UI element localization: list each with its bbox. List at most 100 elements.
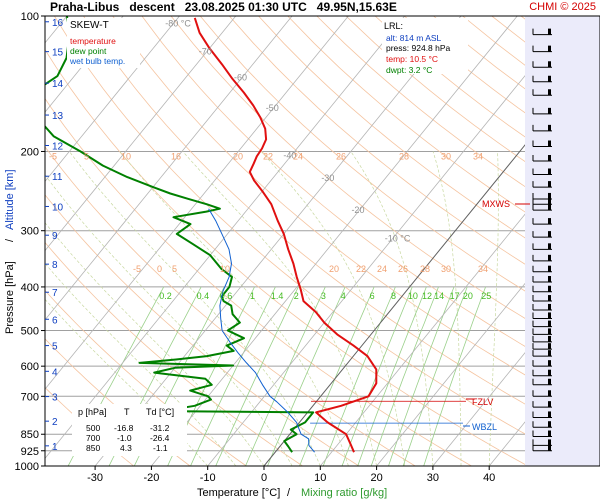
table-cell: 700 xyxy=(86,433,100,443)
isotherm-line xyxy=(263,144,525,466)
altitude-tick-label: 7 xyxy=(52,288,58,299)
dry-adiabat-label: 0 xyxy=(157,264,162,274)
data-table-box xyxy=(72,404,187,456)
wind-barb xyxy=(548,275,551,282)
wet-bulb-line xyxy=(208,208,315,453)
altitude-tick-label: 12 xyxy=(52,142,64,153)
wind-barb xyxy=(548,140,551,147)
legend-item-wet-bulb: wet bulb temp. xyxy=(69,56,125,66)
altitude-tick-label: 13 xyxy=(52,111,64,122)
wind-barbs xyxy=(532,16,552,452)
altitude-tick-label: 1 xyxy=(52,442,58,453)
table-cell: -1.0 xyxy=(117,433,132,443)
mixing-ratio-line xyxy=(357,286,427,466)
chart-labels: -80 °C-70-60-50-40-30-20-10 °C0.2 0.4 0.6 1… xyxy=(49,19,491,301)
dry-adiabat-label: 22 xyxy=(356,264,366,274)
mixing-ratio-label: 25 xyxy=(481,291,491,301)
wind-barb xyxy=(548,243,551,250)
dry-adiabat-line xyxy=(258,16,525,239)
dry-adiabat-label: 24 xyxy=(293,151,303,161)
x-axis-separator: / xyxy=(287,487,291,499)
mixing-ratio-line xyxy=(423,286,486,466)
altitude-tick-label: 11 xyxy=(52,172,63,183)
wind-barb xyxy=(548,444,551,451)
dry-adiabat-label: 30 xyxy=(441,151,451,161)
chart-series xyxy=(45,16,378,453)
dry-adiabat-label: 28 xyxy=(399,151,409,161)
dry-adiabat-line xyxy=(45,289,247,466)
wind-panel-background xyxy=(525,16,600,466)
wind-barb xyxy=(548,192,551,199)
moist-adiabat-line xyxy=(261,151,406,466)
isotherm-label: -60 xyxy=(234,73,247,83)
mixing-ratio-line xyxy=(299,286,375,466)
dry-adiabat-line xyxy=(112,16,525,376)
altitude-tick-label: 2 xyxy=(52,417,58,428)
wind-barb xyxy=(548,107,551,114)
y-tick-label: 600 xyxy=(21,361,39,373)
isotherm-line xyxy=(45,16,293,321)
wind-barb xyxy=(548,312,551,319)
isotherm-line xyxy=(376,282,525,466)
table-cell: 850 xyxy=(86,443,100,453)
wind-barb xyxy=(548,360,551,367)
x-axis-title-secondary: Mixing ratio [g/kg] xyxy=(301,487,387,499)
table-cell: -31.2 xyxy=(150,423,170,433)
wind-barb xyxy=(548,204,551,211)
dry-adiabat-label: 20 xyxy=(329,264,339,274)
isotherm-line xyxy=(45,16,180,183)
wind-barb xyxy=(548,89,551,96)
table-header-p: p [hPa] xyxy=(78,407,107,417)
table-cell: -26.4 xyxy=(150,433,170,443)
altitude-tick-label: 3 xyxy=(52,393,58,404)
isotherm-line xyxy=(94,16,462,466)
y-tick-label: 300 xyxy=(21,226,39,238)
mixing-ratio-line xyxy=(245,286,326,466)
moist-adiabat-line xyxy=(45,298,208,466)
isotherm-label: -30 xyxy=(321,173,334,183)
mixing-ratio-label: 14 xyxy=(434,291,444,301)
isotherm-label: -20 xyxy=(351,205,364,215)
altitude-tick-label: 6 xyxy=(52,315,58,326)
isotherm-line xyxy=(319,213,525,466)
dry-adiabat-label: 26 xyxy=(398,264,408,274)
dry-adiabat-label: 30 xyxy=(441,264,451,274)
x-tick-label: -10 xyxy=(200,472,216,484)
isotherm-line xyxy=(45,16,237,252)
dry-adiabat-line xyxy=(199,16,525,292)
isotherm-label: -40 xyxy=(283,150,296,160)
wind-barb xyxy=(548,320,551,327)
altitude-tick-label: 8 xyxy=(52,260,58,271)
dry-adiabat-label: 26 xyxy=(336,151,346,161)
mixing-ratio-label: 8 xyxy=(391,291,396,301)
table-cell: -16.8 xyxy=(114,423,134,433)
altitude-tick-label: 4 xyxy=(52,367,58,378)
dry-adiabat-label: 10 xyxy=(220,264,230,274)
dry-adiabat-line xyxy=(229,16,525,265)
isotherm-line xyxy=(151,16,518,466)
isotherm-label: -80 °C xyxy=(165,19,191,29)
isotherm-line xyxy=(45,16,349,390)
wind-barb xyxy=(548,343,551,350)
temperature-line xyxy=(193,17,378,453)
lrl-temp: temp: 10.5 °C xyxy=(386,54,438,64)
y-tick-label: 400 xyxy=(21,282,39,294)
isotherm-line xyxy=(207,75,525,466)
x-tick-label: 40 xyxy=(483,472,495,484)
moist-adiabat-line xyxy=(45,222,265,466)
wind-barb xyxy=(548,439,551,446)
y-axis-title-secondary: Altitude [km] xyxy=(4,169,16,230)
mixing-ratio-label: 2 xyxy=(294,291,299,301)
mixing-ratio-label: 3 xyxy=(321,291,326,301)
mixing-ratio-line xyxy=(402,286,468,466)
isotherm-line xyxy=(45,16,405,460)
dew-point-line xyxy=(45,16,315,453)
mixing-ratio-line xyxy=(388,286,455,466)
wind-barb xyxy=(548,401,551,408)
y-tick-label: 925 xyxy=(21,446,39,458)
altitude-tick-label: 15 xyxy=(52,48,64,59)
isotherm-label: -10 °C xyxy=(385,233,411,243)
y-axis-separator: / xyxy=(4,238,16,242)
legend-box xyxy=(67,18,140,68)
